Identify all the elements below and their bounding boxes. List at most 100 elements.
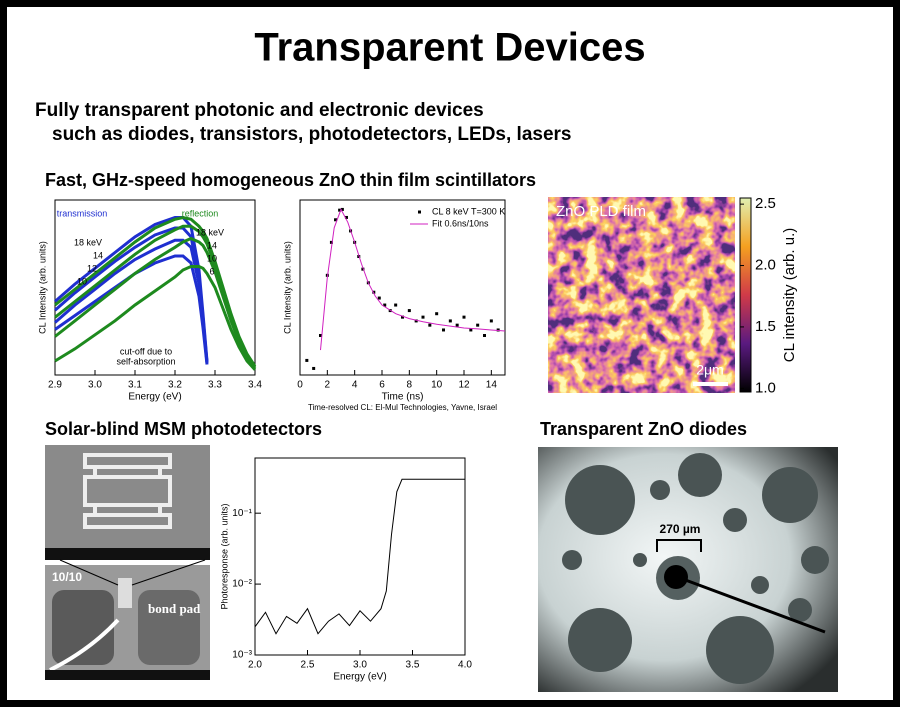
sem-info-bar: [45, 670, 210, 680]
data-point: [344, 215, 348, 219]
x-axis-label: Energy (eV): [333, 672, 386, 683]
x-tick-label: 2: [325, 380, 331, 391]
data-point: [476, 323, 480, 327]
chart-caption: Time-resolved CL: El-Mul Technologies, Y…: [308, 403, 497, 412]
x-tick-label: 3.5: [406, 660, 420, 671]
interdigitated-electrode: [83, 453, 172, 529]
sem-label: bond pad: [148, 601, 201, 616]
x-tick-label: 14: [486, 380, 498, 391]
data-point: [496, 328, 500, 332]
section-heading: Fast, GHz-speed homogeneous ZnO thin fil…: [45, 170, 536, 190]
data-point: [428, 323, 432, 327]
data-point: [469, 328, 473, 332]
annotation: 10: [77, 276, 87, 286]
sem-label: 10/10: [52, 570, 82, 584]
annotation: 14: [93, 250, 103, 260]
data-point: [455, 323, 459, 327]
x-tick-label: 10: [431, 380, 443, 391]
annotation: 12: [87, 263, 97, 273]
x-tick-label: 3.3: [208, 380, 222, 391]
colorbar-label: CL intensity (arb. u.): [781, 228, 798, 363]
x-tick-label: 3.4: [248, 380, 262, 391]
bond-pad: [138, 590, 200, 665]
data-point: [421, 315, 425, 319]
cl-map-label: ZnO PLD film: [556, 203, 646, 220]
data-point: [338, 208, 342, 212]
y-tick-label: 10⁻²: [232, 579, 252, 590]
data-point: [372, 290, 376, 294]
x-tick-label: 2.0: [248, 660, 262, 671]
y-axis-label: CL Intensity (arb. units): [37, 241, 47, 334]
annotation: 6: [209, 266, 214, 276]
data-point: [483, 334, 486, 338]
y-axis-label: CL Intensity (arb. units): [282, 241, 292, 334]
slide-title: Transparent Devices: [254, 26, 645, 70]
cl-map-image: [548, 197, 735, 393]
diode-contacts: [562, 453, 829, 684]
x-tick-label: 3.0: [353, 660, 367, 671]
data-point: [448, 319, 452, 323]
x-tick-label: 8: [407, 380, 413, 391]
y-tick-label: 10⁻³: [232, 650, 252, 661]
data-point: [394, 303, 398, 307]
intro-line: Fully transparent photonic and electroni…: [35, 100, 484, 121]
y-axis-label: Photoresponse (arb. units): [219, 503, 229, 609]
x-tick-label: 4.0: [458, 660, 472, 671]
annotation: 18 keV: [74, 237, 102, 247]
data-line: [54, 226, 209, 363]
data-point: [442, 328, 445, 332]
colorbar-tick-label: 1.0: [755, 379, 776, 396]
probe: [49, 618, 120, 672]
plot-frame: [54, 199, 256, 376]
colorbar: [739, 197, 752, 393]
plot-frame: [299, 199, 506, 376]
annotation: transmission: [57, 208, 108, 218]
annotation: reflection: [182, 208, 219, 218]
data-line: [54, 254, 209, 365]
data-point: [401, 315, 404, 319]
sem-image: [45, 445, 210, 560]
x-tick-label: 4: [352, 380, 358, 391]
x-tick-label: 3.0: [88, 380, 102, 391]
probe: [679, 576, 826, 634]
data-point: [305, 358, 309, 362]
data-point: [329, 240, 333, 244]
data-point: [462, 315, 466, 319]
x-tick-label: 2.9: [48, 380, 62, 391]
zoom-line: [131, 559, 206, 586]
annotation: 10: [207, 253, 217, 263]
data-point: [319, 334, 322, 338]
x-tick-label: 0: [297, 380, 303, 391]
x-tick-label: 3.1: [128, 380, 142, 391]
data-point: [334, 218, 338, 222]
data-point: [414, 319, 418, 323]
intro-line: such as diodes, transistors, photodetect…: [52, 124, 572, 145]
annotation: 14: [207, 240, 217, 250]
annotation: 18 keV: [196, 227, 224, 237]
x-axis-label: Energy (eV): [128, 392, 181, 403]
slide-canvas: Transparent Devices Fully transparent ph…: [35, 26, 838, 692]
data-line: [254, 478, 465, 635]
data-line: [54, 238, 209, 363]
x-tick-label: 2.5: [301, 660, 315, 671]
scale-bracket: [656, 539, 702, 552]
section-heading: Transparent ZnO diodes: [540, 419, 747, 439]
data-point: [312, 366, 316, 370]
legend-label: Fit 0.6ns/10ns: [432, 218, 489, 228]
annotation: self-absorption: [116, 356, 175, 366]
x-axis-label: Time (ns): [382, 392, 424, 403]
scale-label: 270 µm: [660, 522, 701, 536]
legend-marker: [418, 210, 421, 214]
colorbar-tick-label: 2.5: [755, 195, 776, 212]
zoom-line: [59, 559, 119, 586]
legend-label: CL 8 keV T=300 K: [432, 206, 505, 216]
colorbar-tick-label: 1.5: [755, 318, 776, 335]
data-point: [383, 303, 387, 307]
data-point: [340, 207, 344, 211]
y-tick-label: 10⁻¹: [232, 508, 252, 519]
data-point: [407, 309, 411, 313]
data-point: [377, 296, 381, 300]
sem-info-bar: [45, 548, 210, 560]
bond-pad: [52, 590, 114, 665]
